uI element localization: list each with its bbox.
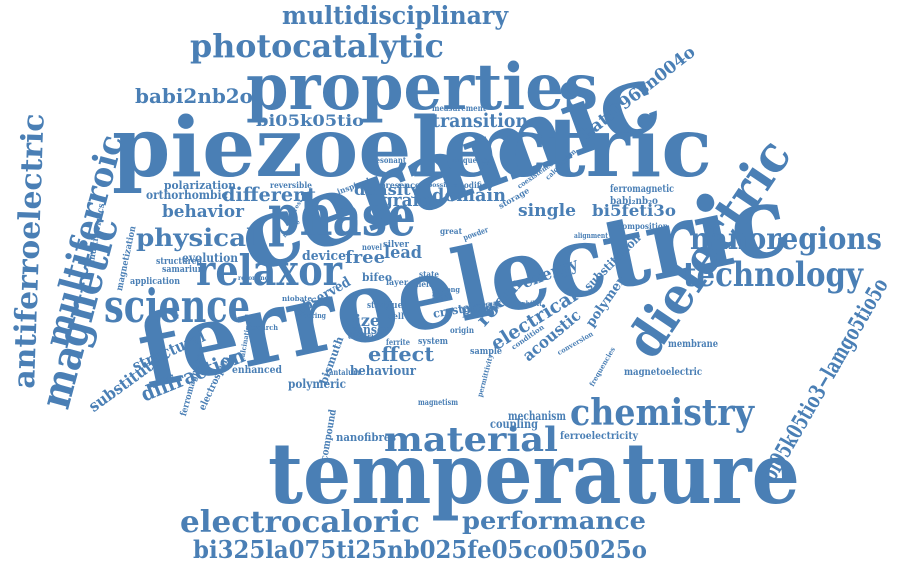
word-behavior: behavior bbox=[162, 202, 244, 222]
word-frequencies: frequencies bbox=[587, 345, 617, 388]
word-photocatalytic: photocatalytic bbox=[190, 27, 444, 65]
word-evolution: evolution bbox=[182, 251, 239, 265]
word-ferrite: ferrite bbox=[386, 337, 410, 347]
word-properties: properties bbox=[246, 50, 599, 125]
word-presence: presence bbox=[380, 180, 420, 190]
word-study: study bbox=[367, 301, 390, 311]
word-grain: grain bbox=[381, 190, 432, 211]
word-chemistry: chemistry bbox=[570, 392, 754, 434]
word-resonance: resonance bbox=[238, 275, 273, 282]
word-science: science bbox=[104, 279, 251, 333]
word-research: research bbox=[246, 323, 279, 332]
word-modified: modified bbox=[456, 180, 493, 190]
word-material: material bbox=[384, 420, 559, 460]
word-silver: silver bbox=[383, 240, 410, 250]
word-magnetoelectric: magnetoelectric bbox=[624, 367, 703, 378]
word-composition: composition bbox=[618, 221, 669, 231]
word-application: application bbox=[130, 277, 181, 287]
word-system: system bbox=[418, 337, 449, 347]
word-membrane: membrane bbox=[668, 339, 719, 350]
word-babi2nb2o: babi2nb2o bbox=[135, 84, 253, 108]
word-resonant: resonant bbox=[372, 155, 406, 165]
word-phase: phase bbox=[268, 183, 416, 249]
word-polarization: polarization bbox=[164, 179, 236, 192]
word-cell: cell bbox=[388, 311, 404, 321]
word-reversible: reversible bbox=[270, 180, 312, 190]
word-result: result bbox=[474, 301, 496, 310]
word-tantalum: tantalum bbox=[326, 367, 360, 377]
word-babi2nb2o-small: babi₂nb₂o bbox=[610, 196, 658, 207]
word-strong: strong bbox=[436, 285, 461, 294]
word-piezoelectric: piezoelectric bbox=[112, 100, 713, 196]
word-samarium: samarium bbox=[162, 265, 207, 275]
word-structured: structured bbox=[156, 257, 203, 267]
word-bi05k05tio3: bi05k05tio3−lamgo5tio5o bbox=[756, 273, 894, 486]
word-bi325la: bi325la075ti25nb025fe05co05025o bbox=[193, 535, 647, 563]
word-device: device bbox=[302, 249, 347, 264]
word-ferromagnetic: ferromagnetic bbox=[610, 184, 674, 195]
word-effect: effect bbox=[368, 342, 435, 366]
word-orthorhombic: orthorhombic bbox=[146, 188, 228, 202]
word-ordering: ordering bbox=[296, 311, 326, 320]
word-behaviour: behaviour bbox=[350, 364, 417, 379]
word-multidisciplinary: multidisciplinary bbox=[282, 1, 509, 30]
word-novel: novel bbox=[362, 242, 383, 252]
word-electrocaloric: electrocaloric bbox=[180, 505, 420, 540]
word-origin: origin bbox=[450, 325, 474, 335]
word-niobate: niobate bbox=[282, 294, 312, 303]
word-measurement: measurement bbox=[432, 103, 487, 113]
word-performance: performance bbox=[462, 506, 646, 535]
word-nanofibres: nanofibres bbox=[336, 431, 396, 444]
word-different: different bbox=[222, 184, 317, 206]
word-mechanism: mechanism bbox=[508, 409, 566, 423]
word-bifeo: bifeo bbox=[362, 271, 393, 284]
word-ferroelectricity: ferroelectricity bbox=[560, 431, 638, 442]
word-enhanced: enhanced bbox=[232, 365, 282, 376]
word-nanoregions: nanoregions bbox=[690, 222, 882, 257]
word-free: free bbox=[345, 248, 385, 268]
word-temperature: temperature bbox=[268, 424, 800, 523]
word-bi5feti3o: bi5feti3o bbox=[592, 201, 676, 220]
word-possible: possible bbox=[428, 182, 456, 189]
word-field: field bbox=[416, 279, 435, 289]
word-relaxor: relaxor bbox=[196, 246, 342, 295]
word-state: state bbox=[419, 269, 439, 279]
word-bi05k05tio: bi05k05tio bbox=[256, 111, 364, 130]
word-layer: layer bbox=[386, 277, 409, 287]
word-sample: sample bbox=[470, 347, 502, 357]
word-single: single bbox=[518, 201, 577, 221]
word-alignment: alignment bbox=[574, 231, 608, 240]
word-lead: lead bbox=[384, 243, 423, 263]
word-frequency: frequency bbox=[452, 155, 490, 165]
word-coupling: coupling bbox=[490, 417, 538, 431]
word-based: based bbox=[432, 295, 452, 302]
word-physical: physical bbox=[136, 223, 257, 252]
word-polymeric: polymeric bbox=[288, 377, 347, 391]
word-size: size bbox=[346, 311, 381, 330]
word-density: density bbox=[354, 181, 421, 199]
word-electric: electric bbox=[348, 331, 378, 341]
word-fuel: fuel bbox=[388, 301, 406, 311]
word-technology: technology bbox=[683, 255, 863, 295]
word-magnetism: magnetism bbox=[418, 397, 458, 407]
word-transition: transition bbox=[432, 110, 529, 132]
word-great: great bbox=[440, 226, 462, 236]
word-permittivity: permittivity bbox=[475, 353, 496, 399]
word-sensor: sensor bbox=[350, 323, 390, 338]
word-domain: domain bbox=[432, 185, 507, 206]
word-type: type bbox=[432, 291, 448, 298]
word-exhibit: exhibit bbox=[518, 299, 542, 308]
